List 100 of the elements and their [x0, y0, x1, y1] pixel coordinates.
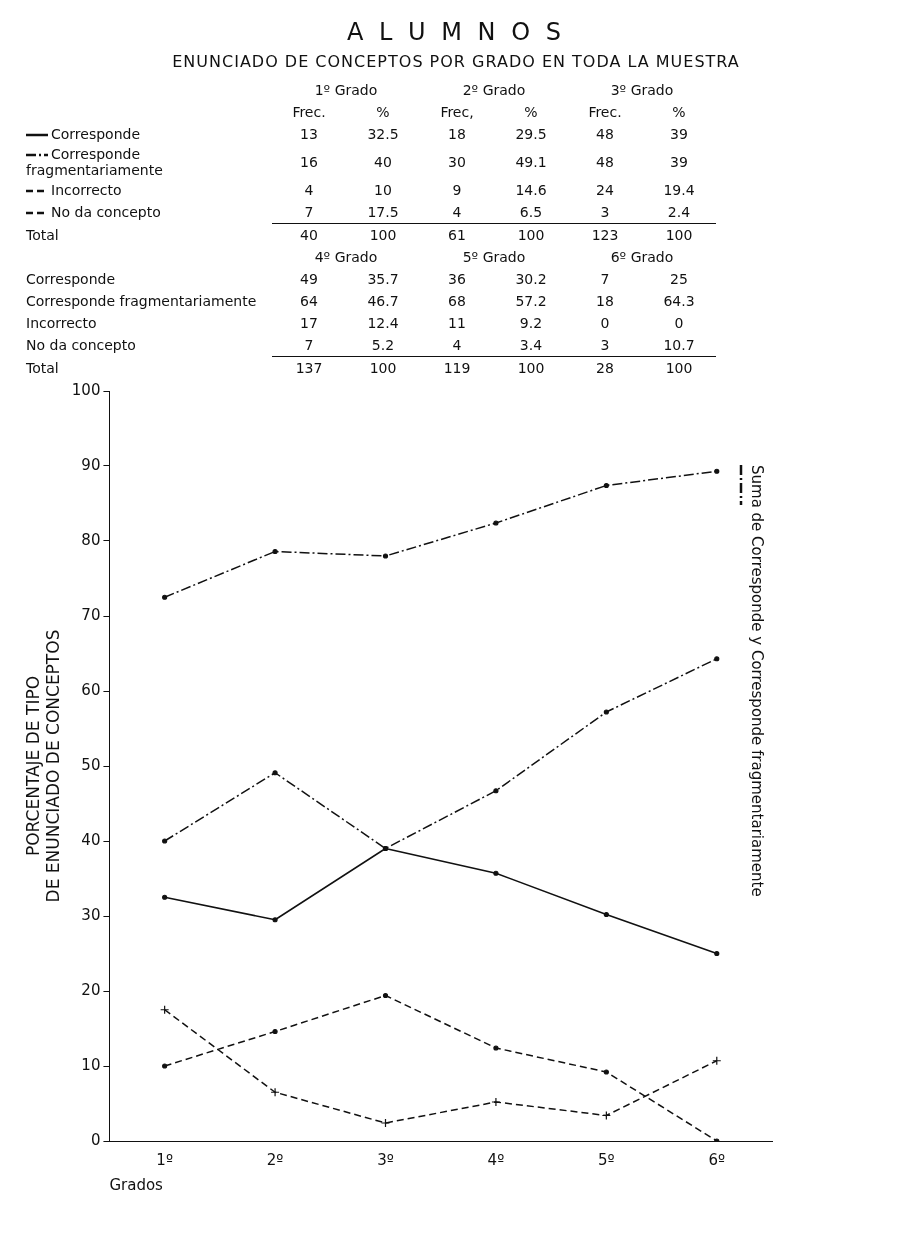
text: 13 [299, 125, 319, 144]
text: 9.2 [518, 314, 544, 333]
text: 100 [664, 226, 694, 245]
text: 19.4 [662, 181, 696, 200]
text: 30 [447, 153, 467, 172]
x-tick-label: 2º [266, 1150, 284, 1169]
text: 49.1 [514, 153, 548, 172]
y-tick-label: 10 [81, 1055, 101, 1074]
text: 18 [595, 292, 615, 311]
text: 29.5 [514, 125, 548, 144]
text: 32.5 [366, 125, 400, 144]
text: 137 [294, 359, 324, 378]
text: 64 [299, 292, 319, 311]
text: 123 [590, 226, 620, 245]
text: 2º Grado [461, 81, 527, 100]
text: 100 [516, 359, 546, 378]
x-tick-label: 5º [598, 1150, 615, 1169]
text: 10 [373, 181, 393, 200]
text: 0 [673, 314, 685, 333]
y-tick-label: 80 [81, 530, 101, 549]
text: Suma de Corresponde y Corresponde fragmentariamente [747, 465, 767, 897]
text: Frec, [439, 103, 475, 122]
text: 3 [568, 201, 642, 224]
text: 10.7 [642, 334, 716, 357]
text: 48 [595, 125, 615, 144]
chart-title: A L U M N O S [346, 17, 566, 46]
y-axis-title: PORCENTAJE DE TIPO DE ENUNCIADO DE CONCEPTOS [22, 629, 64, 903]
text: No da concepto [26, 337, 136, 354]
text: 17.5 [346, 201, 420, 224]
text: Incorrecto [26, 315, 97, 331]
text: 1º Grado [313, 81, 379, 100]
x-tick-label: 3º [377, 1150, 394, 1169]
text: 18 [447, 125, 467, 144]
text: 100 [368, 359, 398, 378]
text: 3.4 [494, 334, 568, 357]
text: 68 [447, 292, 467, 311]
y-tick-label: 100 [71, 380, 101, 399]
text: 4 [420, 201, 494, 224]
y-tick-label: 20 [81, 980, 101, 999]
text: Frec. [587, 103, 623, 122]
text: 39 [669, 153, 689, 172]
text: 6.5 [494, 201, 568, 224]
text: 119 [442, 359, 472, 378]
text: 25 [669, 270, 689, 289]
text: 7 [599, 270, 611, 289]
x-tick-label: 6º [708, 1150, 726, 1169]
text: 7 [272, 201, 346, 224]
text: 5º Grado [461, 248, 527, 267]
text: 16 [299, 153, 319, 172]
y-tick-label: 0 [90, 1130, 101, 1149]
text: 4 [420, 334, 494, 357]
text: Corresponde fragmentariamente [26, 293, 257, 309]
y-tick-label: 50 [81, 755, 101, 774]
text: 30.2 [514, 270, 548, 289]
text: % [523, 103, 539, 122]
text: 4º Grado [313, 248, 379, 267]
text: 35.7 [366, 270, 400, 289]
text: Total [25, 358, 60, 378]
text: 6º Grado [609, 248, 675, 267]
text: 0 [599, 314, 611, 333]
text: 4 [303, 181, 315, 200]
y-tick-label: 70 [81, 605, 101, 624]
text: % [671, 103, 687, 122]
text: 2.4 [642, 201, 716, 224]
text: 100 [664, 359, 694, 378]
text: 17 [299, 314, 319, 333]
text: % [375, 103, 391, 122]
legend-label: No da concepto [50, 203, 162, 223]
legend-label: Corresponde [50, 125, 142, 144]
text: 48 [595, 153, 615, 172]
text: 24 [595, 181, 615, 200]
x-axis-title: Grados [109, 1175, 164, 1194]
text: Frec. [291, 103, 327, 122]
x-tick-label: 1º [156, 1150, 173, 1169]
legend-label: Incorrecto [50, 181, 123, 200]
x-tick-label: 4º [487, 1150, 505, 1169]
text: 12.4 [366, 314, 400, 333]
y-tick-label: 40 [81, 830, 101, 849]
text: Corresponde [26, 271, 116, 287]
text: 5.2 [346, 334, 420, 357]
chart-subtitle: ENUNCIADO DE CONCEPTOS POR GRADO EN TODA LA MUESTRA [171, 52, 741, 71]
text: 3º Grado [609, 81, 675, 100]
y-tick-label: 30 [81, 905, 101, 924]
y-tick-label: 60 [81, 680, 101, 699]
text: 14.6 [514, 181, 548, 200]
text: 57.2 [514, 292, 548, 311]
text: 28 [595, 359, 615, 378]
legend-label: Corresponde fragmentariamente [25, 145, 164, 179]
text: 49 [299, 270, 319, 289]
text: 7 [272, 334, 346, 357]
text: 11 [447, 314, 467, 333]
text: 64.3 [662, 292, 696, 311]
y-tick-label: 90 [81, 455, 101, 474]
text: 61 [447, 226, 467, 245]
text: 9 [451, 181, 463, 200]
text: 40 [299, 226, 319, 245]
text: 46.7 [366, 292, 400, 311]
text: 40 [373, 153, 393, 172]
text: Total [26, 226, 59, 243]
text: 100 [516, 226, 546, 245]
